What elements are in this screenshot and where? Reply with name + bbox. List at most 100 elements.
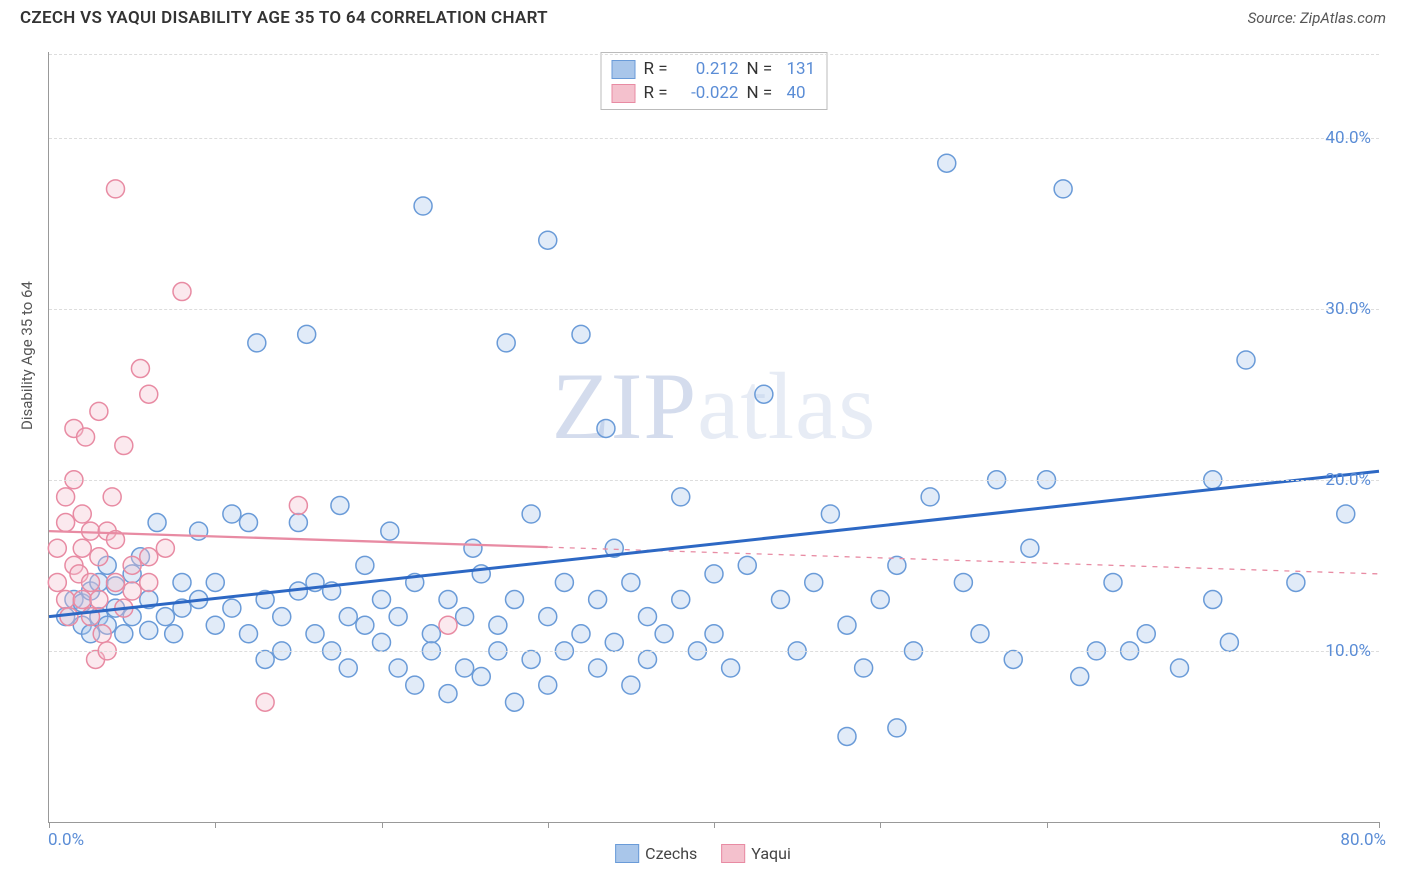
data-point <box>289 514 307 532</box>
trend-line <box>548 547 1379 574</box>
data-point <box>1287 573 1305 591</box>
data-point <box>356 616 374 634</box>
data-point <box>572 625 590 643</box>
data-point <box>356 556 374 574</box>
gridline <box>49 309 1379 310</box>
data-point <box>1021 539 1039 557</box>
data-point <box>381 522 399 540</box>
data-point <box>57 591 75 609</box>
data-point <box>539 676 557 694</box>
data-point <box>539 231 557 249</box>
data-point <box>572 325 590 343</box>
data-point <box>48 539 66 557</box>
data-point <box>622 573 640 591</box>
data-point <box>298 325 316 343</box>
data-point <box>871 591 889 609</box>
data-point <box>1337 505 1355 523</box>
trend-line <box>49 471 1379 616</box>
data-point <box>256 693 274 711</box>
xtick-mark <box>714 822 715 828</box>
data-point <box>1104 573 1122 591</box>
data-point <box>1237 351 1255 369</box>
data-point <box>1137 625 1155 643</box>
data-point <box>589 659 607 677</box>
xtick-mark <box>548 822 549 828</box>
data-point <box>772 591 790 609</box>
data-point <box>206 616 224 634</box>
data-point <box>1071 668 1089 686</box>
data-point <box>506 693 524 711</box>
data-point <box>639 650 657 668</box>
data-point <box>472 668 490 686</box>
ytick-label: 20.0% <box>1325 470 1371 490</box>
data-point <box>57 488 75 506</box>
xtick-mark <box>1047 822 1048 828</box>
data-point <box>156 539 174 557</box>
data-point <box>115 625 133 643</box>
xtick-mark <box>49 822 50 828</box>
data-point <box>123 582 141 600</box>
data-point <box>464 539 482 557</box>
data-point <box>240 625 258 643</box>
data-point <box>738 556 756 574</box>
data-point <box>289 496 307 514</box>
data-point <box>148 514 166 532</box>
data-point <box>240 514 258 532</box>
data-point <box>223 505 241 523</box>
data-point <box>971 625 989 643</box>
data-point <box>1004 650 1022 668</box>
data-point <box>522 505 540 523</box>
data-point <box>248 334 266 352</box>
yaxis-title: Disability Age 35 to 64 <box>18 281 36 430</box>
data-point <box>456 608 474 626</box>
data-point <box>838 616 856 634</box>
data-point <box>77 428 95 446</box>
data-point <box>190 522 208 540</box>
data-point <box>439 616 457 634</box>
data-point <box>821 505 839 523</box>
data-point <box>389 659 407 677</box>
data-point <box>389 608 407 626</box>
swatch-czechs-icon <box>615 844 639 863</box>
data-point <box>73 591 91 609</box>
data-point <box>439 685 457 703</box>
data-point <box>48 573 66 591</box>
gridline <box>49 651 1379 652</box>
data-point <box>140 548 158 566</box>
scatter-svg <box>49 52 1379 822</box>
legend-item-czechs: Czechs <box>615 844 697 863</box>
data-point <box>672 488 690 506</box>
legend-bottom: Czechs Yaqui <box>615 844 791 863</box>
data-point <box>115 437 133 455</box>
data-point <box>838 727 856 745</box>
data-point <box>306 625 324 643</box>
data-point <box>456 659 474 677</box>
data-point <box>131 360 149 378</box>
data-point <box>639 608 657 626</box>
data-point <box>173 573 191 591</box>
data-point <box>93 625 111 643</box>
data-point <box>223 599 241 617</box>
data-point <box>1204 591 1222 609</box>
data-point <box>655 625 673 643</box>
swatch-yaqui-icon <box>721 844 745 863</box>
data-point <box>140 573 158 591</box>
source-label: Source: ZipAtlas.com <box>1248 9 1386 27</box>
data-point <box>82 573 100 591</box>
data-point <box>921 488 939 506</box>
data-point <box>522 650 540 668</box>
data-point <box>497 334 515 352</box>
data-point <box>938 154 956 172</box>
data-point <box>672 591 690 609</box>
data-point <box>1220 633 1238 651</box>
data-point <box>1054 180 1072 198</box>
data-point <box>140 621 158 639</box>
data-point <box>73 539 91 557</box>
data-point <box>140 385 158 403</box>
data-point <box>107 573 125 591</box>
data-point <box>489 616 507 634</box>
xtick-mark <box>1379 822 1380 828</box>
data-point <box>339 608 357 626</box>
xtick-label-right: 80.0% <box>1340 830 1386 850</box>
legend-item-yaqui: Yaqui <box>721 844 791 863</box>
